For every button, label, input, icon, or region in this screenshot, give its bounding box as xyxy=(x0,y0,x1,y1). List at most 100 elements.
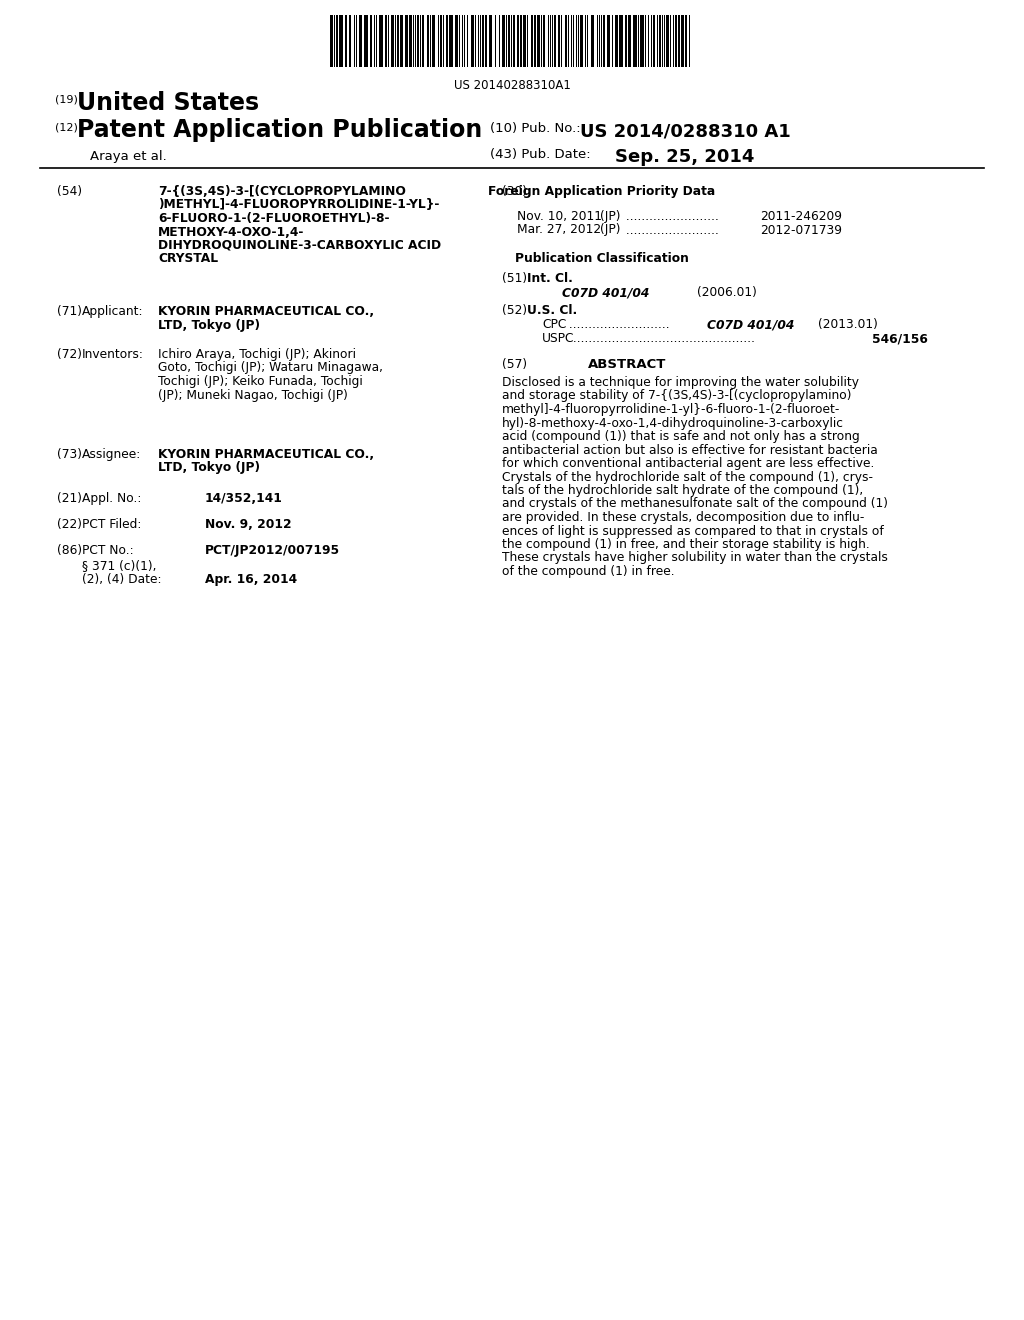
Bar xyxy=(409,15,412,67)
Text: and crystals of the methanesulfonate salt of the compound (1): and crystals of the methanesulfonate sal… xyxy=(502,498,888,511)
Bar xyxy=(554,15,556,67)
Bar xyxy=(400,15,403,67)
Text: C07D 401/04: C07D 401/04 xyxy=(562,286,649,300)
Bar xyxy=(543,15,545,67)
Text: CRYSTAL: CRYSTAL xyxy=(158,252,218,265)
Text: 14/352,141: 14/352,141 xyxy=(205,492,283,506)
Bar xyxy=(615,15,618,67)
Bar xyxy=(508,15,510,67)
Text: (73): (73) xyxy=(57,447,82,461)
Bar xyxy=(640,15,644,67)
Bar xyxy=(339,15,343,67)
Text: Sep. 25, 2014: Sep. 25, 2014 xyxy=(615,148,755,166)
Text: Tochigi (JP); Keiko Funada, Tochigi: Tochigi (JP); Keiko Funada, Tochigi xyxy=(158,375,362,388)
Text: (12): (12) xyxy=(55,121,78,132)
Text: hyl)-8-methoxy-4-oxo-1,4-dihydroquinoline-3-carboxylic: hyl)-8-methoxy-4-oxo-1,4-dihydroquinolin… xyxy=(502,417,844,429)
Bar xyxy=(531,15,534,67)
Text: Goto, Tochigi (JP); Wataru Minagawa,: Goto, Tochigi (JP); Wataru Minagawa, xyxy=(158,362,383,375)
Bar xyxy=(678,15,680,67)
Bar xyxy=(449,15,453,67)
Bar xyxy=(618,15,623,67)
Text: (JP): (JP) xyxy=(600,210,621,223)
Text: tals of the hydrochloride salt hydrate of the compound (1),: tals of the hydrochloride salt hydrate o… xyxy=(502,484,863,498)
Text: antibacterial action but also is effective for resistant bacteria: antibacterial action but also is effecti… xyxy=(502,444,878,457)
Bar xyxy=(427,15,429,67)
Text: (19): (19) xyxy=(55,95,78,106)
Text: (22): (22) xyxy=(57,517,82,531)
Text: ABSTRACT: ABSTRACT xyxy=(588,358,667,371)
Bar xyxy=(603,15,605,67)
Bar xyxy=(446,15,449,67)
Bar xyxy=(659,15,662,67)
Bar xyxy=(685,15,687,67)
Bar xyxy=(580,15,583,67)
Text: and storage stability of 7-{(3S,4S)-3-[(cyclopropylamino): and storage stability of 7-{(3S,4S)-3-[(… xyxy=(502,389,852,403)
Bar xyxy=(513,15,515,67)
Text: United States: United States xyxy=(77,91,259,115)
Text: (JP): (JP) xyxy=(600,223,621,236)
Text: Nov. 9, 2012: Nov. 9, 2012 xyxy=(205,517,292,531)
Bar xyxy=(565,15,567,67)
Text: CPC: CPC xyxy=(542,318,566,331)
Bar xyxy=(455,15,458,67)
Bar xyxy=(628,15,631,67)
Text: KYORIN PHARMACEUTICAL CO.,: KYORIN PHARMACEUTICAL CO., xyxy=(158,305,374,318)
Text: the compound (1) in free, and their storage stability is high.: the compound (1) in free, and their stor… xyxy=(502,539,869,550)
Bar xyxy=(675,15,677,67)
Bar xyxy=(517,15,519,67)
Text: US 20140288310A1: US 20140288310A1 xyxy=(454,79,570,92)
Bar xyxy=(345,15,347,67)
Bar xyxy=(520,15,522,67)
Text: ........................: ........................ xyxy=(622,210,719,223)
Text: Mar. 27, 2012: Mar. 27, 2012 xyxy=(517,223,601,236)
Text: U.S. Cl.: U.S. Cl. xyxy=(527,304,578,317)
Text: (10) Pub. No.:: (10) Pub. No.: xyxy=(490,121,581,135)
Bar xyxy=(391,15,394,67)
Text: )METHYL]-4-FLUOROPYRROLIDINE-1-YL}-: )METHYL]-4-FLUOROPYRROLIDINE-1-YL}- xyxy=(158,198,439,211)
Text: Inventors:: Inventors: xyxy=(82,348,144,360)
Text: (57): (57) xyxy=(502,358,527,371)
Bar xyxy=(534,15,536,67)
Text: 7-{(3S,4S)-3-[(CYCLOPROPYLAMINO: 7-{(3S,4S)-3-[(CYCLOPROPYLAMINO xyxy=(158,185,406,198)
Text: are provided. In these crystals, decomposition due to influ-: are provided. In these crystals, decompo… xyxy=(502,511,864,524)
Bar xyxy=(422,15,424,67)
Text: Appl. No.:: Appl. No.: xyxy=(82,492,141,506)
Text: 6-FLUORO-1-(2-FLUOROETHYL)-8-: 6-FLUORO-1-(2-FLUOROETHYL)-8- xyxy=(158,213,389,224)
Text: (54): (54) xyxy=(57,185,82,198)
Text: PCT/JP2012/007195: PCT/JP2012/007195 xyxy=(205,544,340,557)
Text: US 2014/0288310 A1: US 2014/0288310 A1 xyxy=(580,121,791,140)
Bar xyxy=(330,15,333,67)
Text: DIHYDROQUINOLINE-3-CARBOXYLIC ACID: DIHYDROQUINOLINE-3-CARBOXYLIC ACID xyxy=(158,239,441,252)
Bar xyxy=(523,15,526,67)
Text: (30): (30) xyxy=(502,185,527,198)
Bar xyxy=(625,15,627,67)
Text: acid (compound (1)) that is safe and not only has a strong: acid (compound (1)) that is safe and not… xyxy=(502,430,860,444)
Bar xyxy=(653,15,655,67)
Bar xyxy=(370,15,372,67)
Text: LTD, Tokyo (JP): LTD, Tokyo (JP) xyxy=(158,462,260,474)
Text: Crystals of the hydrochloride salt of the compound (1), crys-: Crystals of the hydrochloride salt of th… xyxy=(502,470,873,483)
Text: (51): (51) xyxy=(502,272,527,285)
Text: (71): (71) xyxy=(57,305,82,318)
Text: 2012-071739: 2012-071739 xyxy=(760,223,842,236)
Bar xyxy=(336,15,338,67)
Text: 546/156: 546/156 xyxy=(872,333,928,345)
Text: (21): (21) xyxy=(57,492,82,506)
Text: ........................: ........................ xyxy=(622,223,719,236)
Bar xyxy=(471,15,474,67)
Text: Apr. 16, 2014: Apr. 16, 2014 xyxy=(205,573,297,586)
Text: (2013.01): (2013.01) xyxy=(818,318,878,331)
Text: (86): (86) xyxy=(57,544,82,557)
Bar xyxy=(397,15,399,67)
Bar xyxy=(558,15,560,67)
Bar xyxy=(432,15,435,67)
Bar xyxy=(489,15,492,67)
Text: LTD, Tokyo (JP): LTD, Tokyo (JP) xyxy=(158,318,260,331)
Bar xyxy=(379,15,383,67)
Text: Patent Application Publication: Patent Application Publication xyxy=(77,117,482,143)
Text: USPC: USPC xyxy=(542,333,574,345)
Bar xyxy=(537,15,540,67)
Bar xyxy=(502,15,505,67)
Bar xyxy=(364,15,368,67)
Text: (2006.01): (2006.01) xyxy=(697,286,757,300)
